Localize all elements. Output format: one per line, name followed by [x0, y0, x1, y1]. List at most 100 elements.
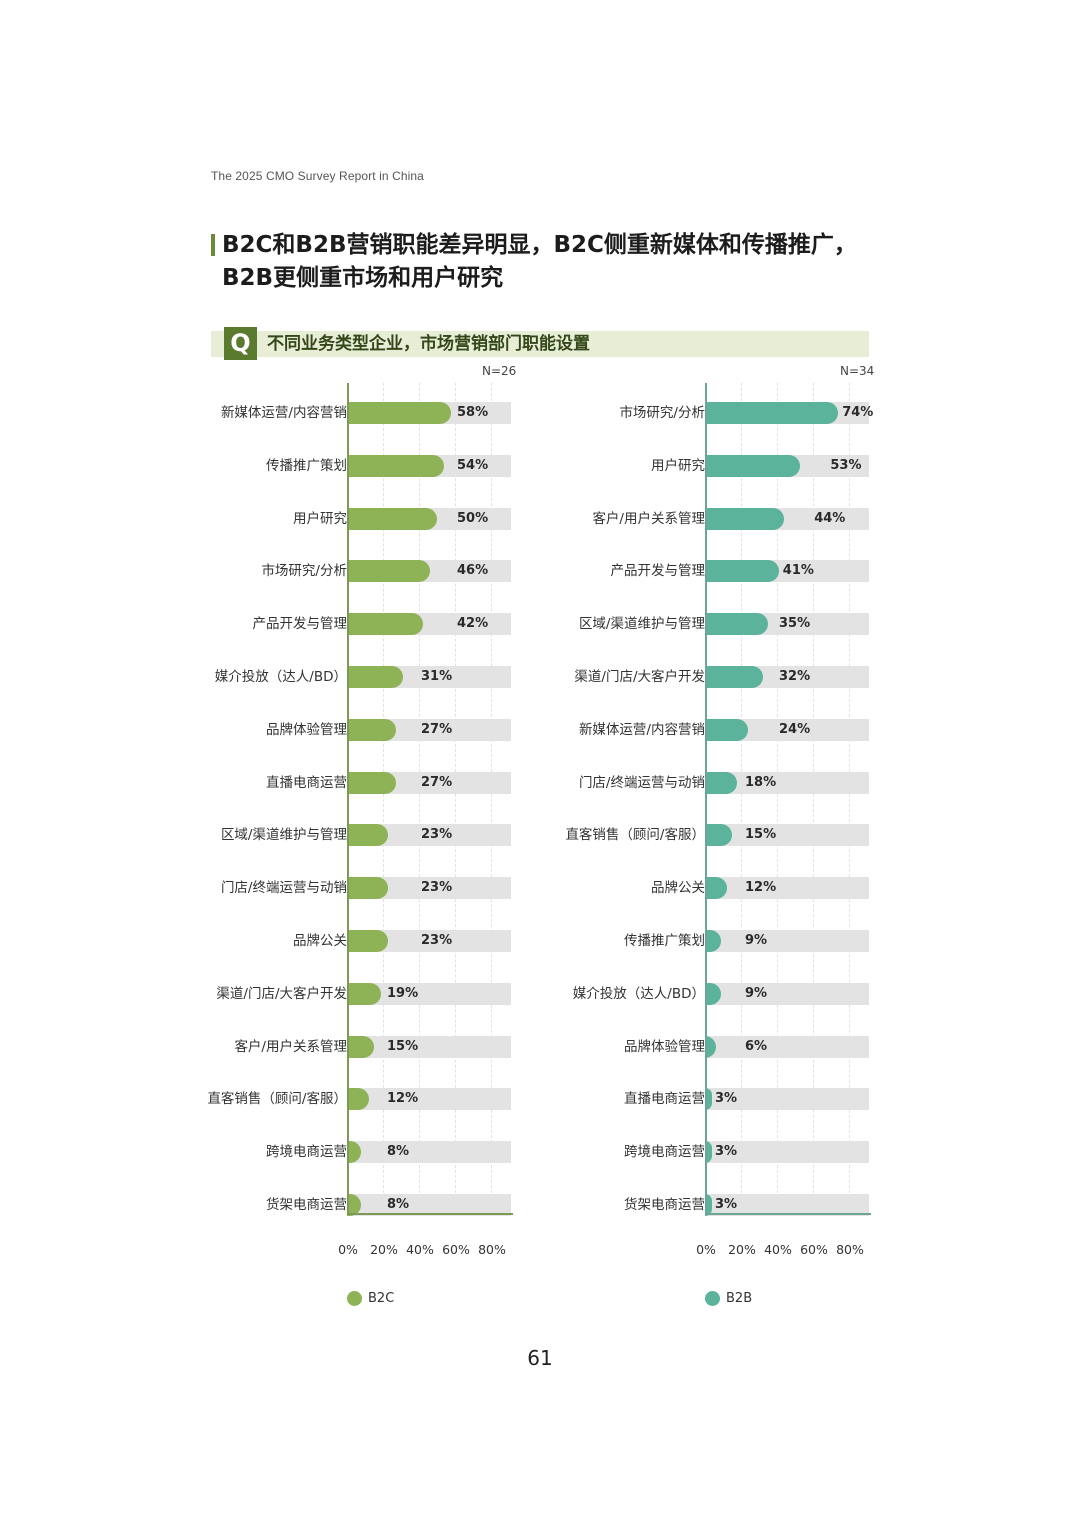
title-accent-bar — [211, 234, 215, 256]
gridline — [491, 383, 492, 1213]
bar-row: 货架电商运营 3% — [548, 1194, 888, 1216]
bar-row: 传播推广策划 54% — [190, 454, 530, 477]
bar — [347, 1088, 369, 1111]
bar-track: 27% — [347, 771, 511, 794]
value-label: 41% — [782, 563, 814, 579]
value-label: 50% — [457, 510, 489, 526]
bar-row: 品牌体验管理 27% — [190, 718, 530, 741]
category-label: 渠道/门店/大客户开发 — [574, 669, 705, 685]
category-label: 跨境电商运营 — [266, 1144, 347, 1161]
bar-row: 直客销售（顾问/客服） 15% — [548, 824, 888, 847]
value-label: 53% — [830, 457, 862, 473]
bar-track: 9% — [705, 930, 869, 952]
category-label: 货架电商运营 — [624, 1197, 705, 1213]
bar-track: 58% — [347, 402, 511, 424]
bar-track: 24% — [705, 718, 869, 741]
value-label: 23% — [421, 933, 453, 948]
value-label: 44% — [814, 510, 846, 526]
y-axis — [705, 383, 707, 1213]
bar-row: 产品开发与管理 42% — [190, 613, 530, 636]
category-label: 传播推广策划 — [624, 933, 705, 949]
value-label: 9% — [745, 933, 768, 948]
bar — [347, 666, 403, 688]
category-label: 品牌公关 — [651, 880, 705, 897]
category-label: 产品开发与管理 — [252, 616, 348, 633]
bar-row: 市场研究/分析 46% — [190, 560, 530, 583]
gridline — [419, 383, 420, 1213]
category-label: 市场研究/分析 — [619, 405, 705, 421]
bar-track: 15% — [705, 824, 869, 847]
value-label: 18% — [745, 774, 777, 790]
bar-row: 用户研究 50% — [190, 507, 530, 530]
bar — [347, 982, 382, 1005]
bar-track: 18% — [705, 771, 869, 794]
bar-row: 新媒体运营/内容营销 58% — [190, 402, 530, 424]
bar-row: 品牌体验管理 6% — [548, 1035, 888, 1058]
category-label: 直客销售（顾问/客服） — [565, 827, 705, 844]
bar-track: 27% — [347, 718, 511, 741]
bar — [347, 507, 437, 530]
category-label: 直客销售（顾问/客服） — [207, 1091, 347, 1108]
gridline — [741, 383, 742, 1213]
bar-row: 媒介投放（达人/BD） 9% — [548, 982, 888, 1005]
bar-track: 50% — [347, 507, 511, 530]
bar — [347, 1035, 374, 1058]
category-label: 媒介投放（达人/BD） — [214, 669, 347, 685]
value-label: 8% — [387, 1144, 410, 1160]
page-number: 61 — [527, 1346, 553, 1370]
legend-b2b-dot-icon — [705, 1291, 720, 1306]
bar-row: 客户/用户关系管理 15% — [190, 1035, 530, 1058]
x-tick-label: 40% — [406, 1242, 434, 1257]
bar-row: 客户/用户关系管理 44% — [548, 507, 888, 530]
bar-track: 53% — [705, 454, 869, 477]
bar — [705, 560, 779, 583]
bar — [347, 1194, 362, 1216]
bar-row: 媒介投放（达人/BD） 31% — [190, 666, 530, 688]
bar — [347, 402, 452, 424]
category-label: 直播电商运营 — [624, 1091, 705, 1108]
category-label: 门店/终端运营与动销 — [578, 774, 705, 791]
value-label: 8% — [387, 1197, 410, 1212]
bar-row: 新媒体运营/内容营销 24% — [548, 718, 888, 741]
value-label: 35% — [779, 616, 811, 632]
category-label: 区域/渠道维护与管理 — [578, 616, 705, 633]
bar — [347, 613, 423, 636]
value-label: 19% — [387, 985, 419, 1001]
bar-track: 42% — [347, 613, 511, 636]
bar-track: 23% — [347, 824, 511, 847]
bar — [347, 877, 389, 900]
bar-track: 23% — [347, 930, 511, 952]
bar-track: 12% — [347, 1088, 511, 1111]
bar-track: 3% — [705, 1194, 869, 1216]
value-label: 46% — [457, 563, 489, 579]
bar-track: 35% — [705, 613, 869, 636]
x-tick-label: 80% — [478, 1242, 506, 1257]
bar-track: 31% — [347, 666, 511, 688]
bar-track: 6% — [705, 1035, 869, 1058]
bar — [705, 1141, 712, 1164]
bar-track: 3% — [705, 1141, 869, 1164]
category-label: 直播电商运营 — [266, 774, 347, 791]
bar-row: 区域/渠道维护与管理 23% — [190, 824, 530, 847]
bar-row: 跨境电商运营 8% — [190, 1141, 530, 1164]
category-label: 新媒体运营/内容营销 — [578, 721, 705, 738]
y-axis — [347, 383, 349, 1213]
category-label: 用户研究 — [293, 510, 347, 527]
bar-track: 23% — [347, 877, 511, 900]
value-label: 6% — [745, 1038, 768, 1054]
bar-row: 传播推广策划 9% — [548, 930, 888, 952]
value-label: 3% — [715, 1091, 738, 1107]
bar — [347, 771, 396, 794]
bar-row: 产品开发与管理 41% — [548, 560, 888, 583]
sample-size-label: N=34 — [840, 364, 875, 378]
bar-row: 直播电商运营 3% — [548, 1088, 888, 1111]
bar — [705, 877, 727, 900]
bar — [705, 613, 768, 636]
bar — [705, 666, 763, 688]
x-tick-label: 80% — [836, 1242, 864, 1257]
bar-track: 54% — [347, 454, 511, 477]
value-label: 27% — [421, 721, 453, 737]
value-label: 23% — [421, 827, 453, 843]
category-label: 门店/终端运营与动销 — [220, 880, 347, 897]
gridline — [813, 383, 814, 1213]
